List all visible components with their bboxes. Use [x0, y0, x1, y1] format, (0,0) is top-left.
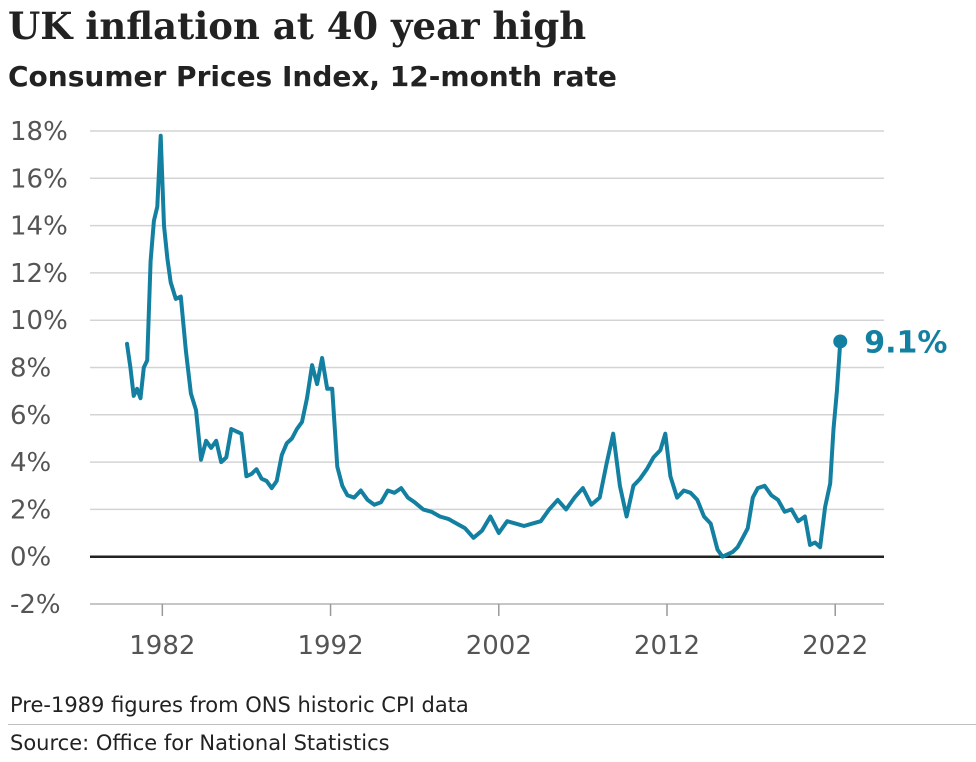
- data-note: Pre-1989 figures from ONS historic CPI d…: [10, 693, 469, 717]
- footer-divider: [8, 724, 976, 725]
- y-tick-label: 0%: [10, 543, 51, 573]
- inflation-line-chart: 18% 16% 14% 12% 10% 8% 6% 4% 2% 0% -2% 1982 1992 200…: [10, 117, 947, 661]
- y-tick-label: 12%: [10, 259, 68, 289]
- x-axis-tick-labels: 1982 1992 2002 2012 2022: [129, 631, 868, 661]
- x-tick-label: 2022: [802, 631, 868, 661]
- y-tick-label: 14%: [10, 212, 68, 242]
- x-tick-label: 2012: [634, 631, 700, 661]
- y-tick-label: 8%: [10, 354, 51, 384]
- gridlines: [90, 130, 884, 605]
- y-tick-label: -2%: [10, 590, 61, 620]
- y-tick-label: 4%: [10, 448, 51, 478]
- x-tick-label: 2002: [466, 631, 532, 661]
- x-tick-label: 1982: [129, 631, 195, 661]
- source-credit: Source: Office for National Statistics: [10, 731, 390, 755]
- axes: [90, 555, 884, 616]
- latest-value-label: 9.1%: [864, 325, 947, 360]
- series-layer: 9.1%: [125, 133, 947, 559]
- y-tick-label: 2%: [10, 495, 51, 525]
- latest-value-marker: [833, 334, 848, 349]
- chart-title: UK inflation at 40 year high: [8, 4, 587, 48]
- y-tick-label: 10%: [10, 306, 68, 336]
- y-tick-label: 18%: [10, 117, 68, 147]
- x-tick-label: 1992: [297, 631, 363, 661]
- y-tick-label: 16%: [10, 164, 68, 194]
- y-tick-label: 6%: [10, 401, 51, 431]
- chart-subtitle: Consumer Prices Index, 12-month rate: [8, 60, 617, 93]
- cpi-series-line: [125, 133, 843, 559]
- y-axis-tick-labels: 18% 16% 14% 12% 10% 8% 6% 4% 2% 0% -2%: [10, 117, 68, 620]
